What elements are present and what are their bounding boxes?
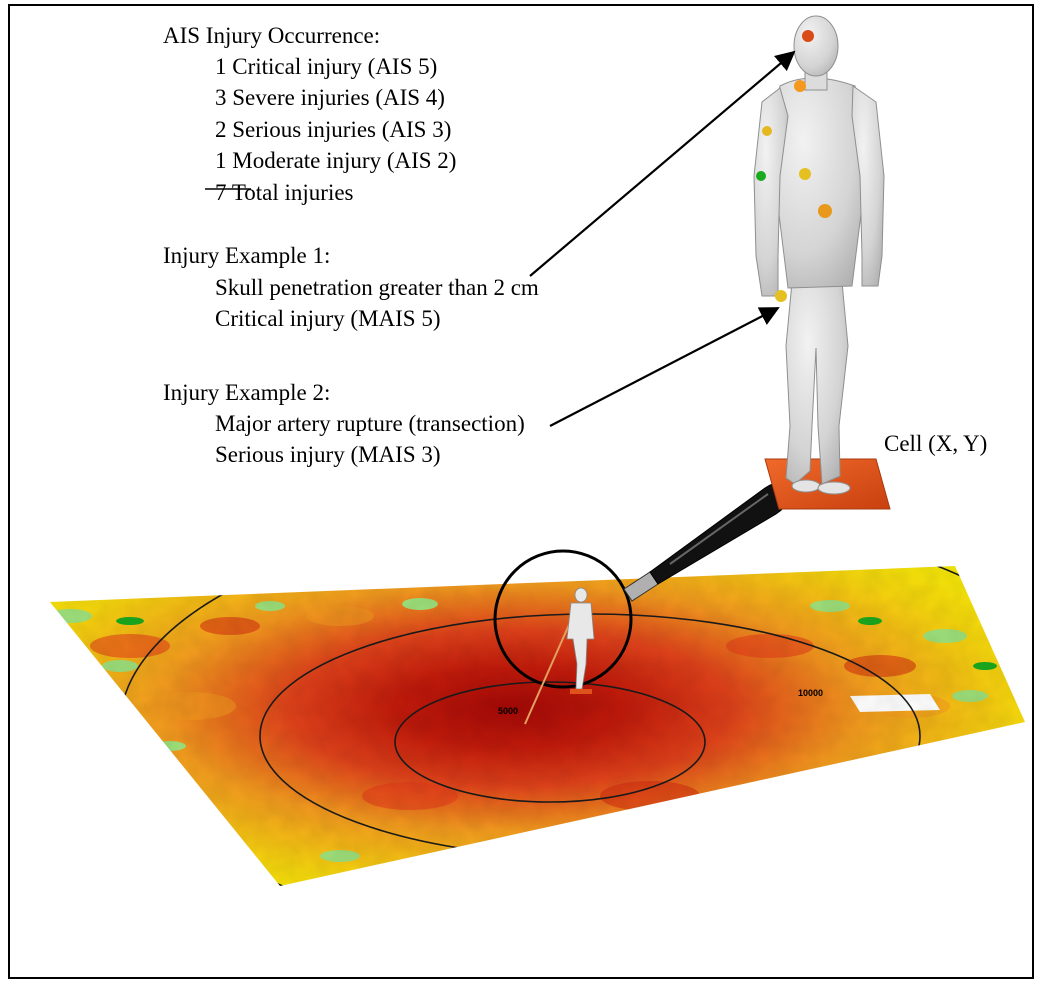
- example1-line2: Critical injury (MAIS 5): [215, 306, 441, 331]
- injury-marker-hip: [818, 204, 832, 218]
- legend-title: AIS Injury Occurrence:: [163, 23, 381, 48]
- legend-row-severe: 3 Severe injuries (AIS 4): [215, 85, 445, 110]
- legend-row-critical: 1 Critical injury (AIS 5): [215, 54, 438, 79]
- legend-row-serious: 2 Serious injuries (AIS 3): [215, 117, 452, 142]
- example2-title: Injury Example 2:: [163, 380, 331, 405]
- cell-label: Cell (X, Y): [884, 431, 988, 456]
- injury-marker-head: [802, 30, 814, 42]
- injury-marker-thigh: [775, 290, 787, 302]
- injury-marker-shoulder: [762, 126, 772, 136]
- mannequin-figure: [753, 15, 885, 495]
- arrow-example-2: [549, 307, 780, 427]
- example2-line2: Serious injury (MAIS 3): [215, 442, 441, 467]
- injury-figure: 5000 10000: [50, 15, 1025, 886]
- contour-label-inner: 5000: [498, 706, 518, 716]
- injury-marker-arm: [756, 171, 766, 181]
- legend-row-total: 7 Total injuries: [215, 180, 354, 205]
- example1-title: Injury Example 1:: [163, 243, 331, 268]
- contour-label-outer: 10000: [798, 688, 823, 698]
- magnifier-icon: [493, 481, 791, 725]
- injury-marker-chest: [794, 80, 806, 92]
- injury-marker-abdomen: [799, 168, 811, 180]
- legend-row-moderate: 1 Moderate injury (AIS 2): [215, 148, 457, 173]
- example2-line1: Major artery rupture (transection): [215, 411, 525, 436]
- small-mannequin: [524, 587, 595, 725]
- figure-frame: 5000 10000: [8, 4, 1034, 979]
- arrow-example-1: [529, 50, 796, 277]
- example1-line1: Skull penetration greater than 2 cm: [215, 275, 539, 300]
